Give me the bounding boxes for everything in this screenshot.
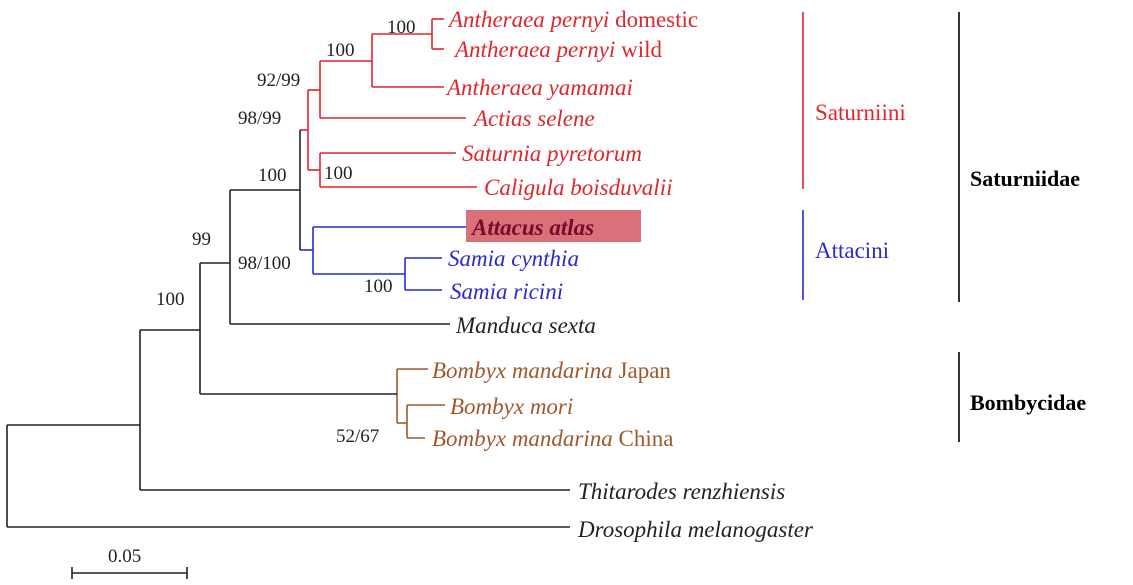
taxon-label-s-ricini: Samia ricini (450, 279, 563, 304)
taxon-label-c-boisduvalii: Caligula boisduvalii (484, 175, 672, 200)
clade-label-saturniini: Saturniini (815, 100, 906, 125)
taxon-name: Antheraea yamamai (445, 75, 633, 100)
taxon-label-b-mori: Bombyx mori (450, 394, 573, 419)
taxon-name: Thitarodes renzhiensis (578, 479, 785, 504)
taxon-name: Samia cynthia (448, 246, 579, 271)
support-value: 100 (156, 289, 185, 310)
support-value: 92/99 (257, 70, 300, 91)
taxon-name: Drosophila melanogaster (577, 517, 814, 542)
taxon-name: Bombyx mandarina (432, 358, 613, 383)
taxon-name: Samia ricini (450, 279, 563, 304)
taxon-label-t-renzhiensis: Thitarodes renzhiensis (578, 479, 785, 504)
taxon-qualifier: wild (615, 37, 662, 62)
family-label-saturniidae: Saturniidae (970, 166, 1080, 191)
taxon-label-a-yamamai: Antheraea yamamai (445, 75, 633, 100)
taxon-label-bm-china: Bombyx mandarina China (432, 426, 673, 451)
taxon-label-m-sexta: Manduca sexta (455, 313, 596, 338)
taxon-name: Antheraea pernyi (447, 7, 609, 32)
support-value: 52/67 (336, 426, 379, 447)
support-value: 100 (326, 40, 355, 61)
support-value: 98/99 (238, 108, 281, 129)
taxon-label-ap-wild: Antheraea pernyi wild (453, 37, 662, 62)
taxon-name: Attacus atlas (470, 215, 594, 240)
taxon-label-ap-domestic: Antheraea pernyi domestic (447, 7, 698, 32)
tree-branches (6, 12, 960, 579)
scale-bar-label: 0.05 (108, 546, 141, 567)
taxon-label-a-atlas: Attacus atlas (470, 215, 594, 240)
taxon-name: Bombyx mori (450, 394, 573, 419)
taxon-name: Bombyx mandarina (432, 426, 613, 451)
taxon-qualifier: China (613, 426, 674, 451)
support-value: 100 (258, 165, 287, 186)
support-value: 98/100 (238, 253, 291, 274)
family-label-bombycidae: Bombycidae (970, 390, 1086, 415)
taxon-name: Caligula boisduvalii (484, 175, 672, 200)
clade-label-attacini: Attacini (815, 238, 889, 263)
taxon-label-a-selene: Actias selene (472, 106, 595, 131)
taxon-qualifier: domestic (609, 7, 698, 32)
support-value: 100 (364, 276, 393, 297)
support-value: 100 (387, 17, 416, 38)
taxon-name: Antheraea pernyi (453, 37, 615, 62)
taxon-label-s-pyretorum: Saturnia pyretorum (462, 141, 642, 166)
taxon-label-d-melanogaster: Drosophila melanogaster (577, 517, 814, 542)
taxon-name: Manduca sexta (455, 313, 596, 338)
taxon-label-bm-japan: Bombyx mandarina Japan (432, 358, 671, 383)
highlight-box (466, 210, 641, 242)
taxon-label-s-cynthia: Samia cynthia (448, 246, 579, 271)
support-value: 99 (192, 229, 211, 250)
taxon-qualifier: Japan (613, 358, 672, 383)
taxon-name: Saturnia pyretorum (462, 141, 642, 166)
taxon-name: Actias selene (472, 106, 595, 131)
support-value: 100 (324, 163, 353, 184)
